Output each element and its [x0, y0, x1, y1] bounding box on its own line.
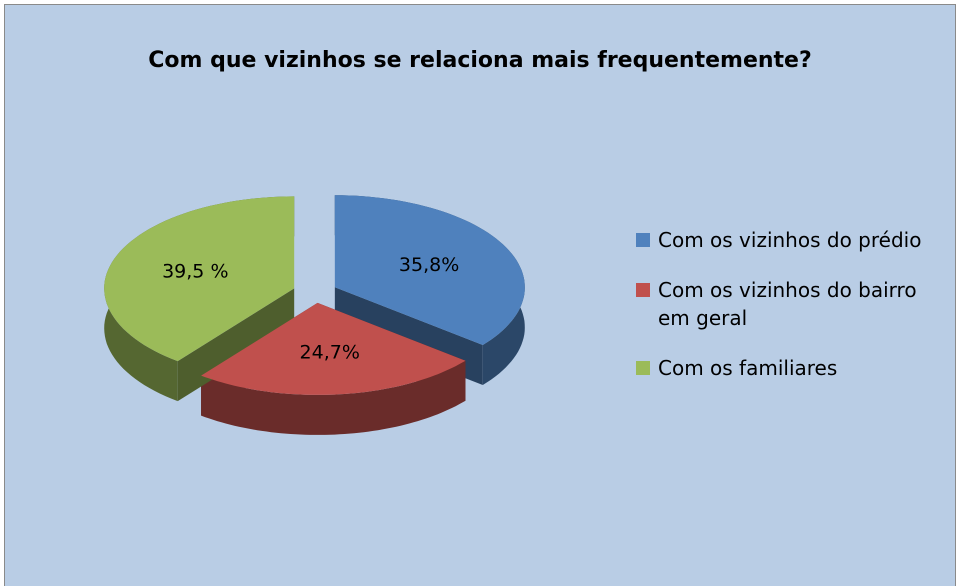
legend-label: Com os familiares: [658, 356, 838, 380]
legend-swatch: [636, 233, 650, 247]
legend: Com os vizinhos do prédio Com os vizinhos…: [636, 226, 926, 404]
slice-side: [201, 360, 466, 435]
pie-slice: [334, 195, 525, 345]
legend-entry: Com os familiares: [636, 354, 926, 382]
pie-slice: [104, 196, 295, 362]
legend-label: Com os vizinhos do bairro em geral: [658, 278, 917, 330]
pie-slice: [201, 302, 466, 395]
legend-entry: Com os vizinhos do bairro em geral: [636, 276, 926, 332]
chart-title: Com que vizinhos se relaciona mais frequ…: [148, 48, 812, 73]
legend-swatch: [636, 283, 650, 297]
value-label: 35,8%: [399, 254, 459, 276]
legend-label: Com os vizinhos do prédio: [658, 228, 922, 252]
value-label: 39,5 %: [162, 261, 228, 283]
value-label: 24,7%: [300, 342, 360, 364]
legend-entry: Com os vizinhos do prédio: [636, 226, 926, 254]
legend-swatch: [636, 361, 650, 375]
